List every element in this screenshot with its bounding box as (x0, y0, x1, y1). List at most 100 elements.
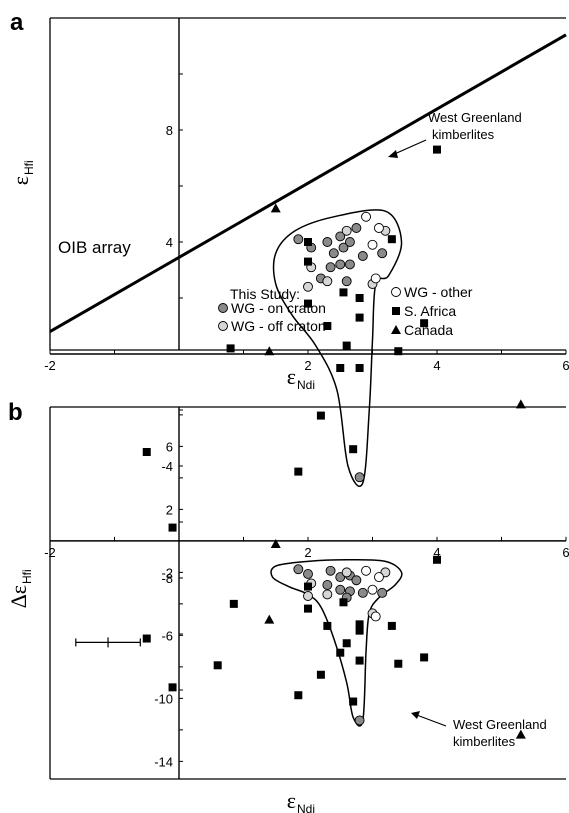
marker-wg-other (361, 211, 371, 222)
marker-canada (270, 203, 281, 213)
marker-s-africa (304, 238, 312, 246)
marker-wg-on-craton (341, 276, 352, 287)
marker-s-africa (339, 598, 348, 607)
y-tick-label: -4 (161, 459, 173, 474)
panel-letter: a (10, 9, 24, 36)
marker-s-africa (226, 344, 235, 353)
marker-s-africa (433, 555, 441, 564)
marker-wg-off-craton (218, 321, 228, 331)
marker-s-africa (387, 235, 396, 244)
marker-wg-off-craton (322, 276, 333, 287)
marker-s-africa (168, 683, 177, 692)
marker-s-africa (323, 621, 332, 630)
marker-wg-on-craton (357, 251, 368, 261)
west-greenland-field-outline (272, 209, 403, 488)
marker-wg-on-craton (338, 242, 349, 253)
x-tick-label: 4 (433, 358, 440, 373)
y-tick-label: -2 (161, 565, 173, 580)
marker-wg-off-craton (341, 567, 352, 578)
marker-s-africa (323, 322, 332, 330)
marker-wg-on-craton (377, 248, 388, 259)
marker-canada (515, 399, 526, 409)
marker-s-africa (355, 620, 364, 629)
x-axis-label: ε (287, 788, 296, 813)
marker-s-africa (142, 448, 151, 456)
marker-s-africa (339, 288, 348, 297)
marker-canada (515, 729, 526, 739)
marker-s-africa (168, 523, 177, 532)
y-tick-label: 6 (166, 439, 173, 454)
y-tick-label: -8 (161, 571, 173, 586)
marker-wg-off-craton (341, 225, 352, 236)
x-axis-label-subscript: Ndi (297, 802, 315, 813)
field-arrow (413, 713, 447, 727)
field-arrowhead (388, 150, 398, 158)
marker-wg-on-craton (351, 223, 362, 233)
legend-label: WG - off craton (231, 318, 326, 334)
x-tick-label: 6 (562, 358, 569, 373)
field-arrowhead (411, 711, 420, 719)
y-tick-label: 2 (166, 502, 173, 517)
oib-array-line (49, 33, 567, 333)
marker-wg-off-craton (303, 281, 313, 292)
marker-s-africa (213, 661, 222, 670)
marker-wg-on-craton (335, 584, 346, 595)
panel-a: a -2 2 4 6 8 4 -4 -8 OIB array West Greenland kimbe… (8, 9, 569, 691)
marker-s-africa (387, 621, 396, 630)
marker-canada (391, 325, 401, 334)
marker-s-africa (142, 634, 151, 643)
y-axis-label-subscript: Hfi (20, 569, 34, 584)
legend-label: Canada (404, 322, 453, 338)
marker-s-africa (304, 257, 312, 266)
marker-wg-on-craton (377, 587, 388, 598)
marker-s-africa (316, 411, 325, 420)
marker-s-africa (420, 653, 429, 662)
y-tick-label: -10 (154, 691, 173, 706)
marker-wg-on-craton (325, 565, 336, 576)
field-label-line2: kimberlites (432, 127, 495, 142)
marker-s-africa (433, 145, 441, 154)
marker-wg-on-craton (344, 259, 355, 270)
y-axis-label: ε (8, 176, 33, 185)
x-tick-label: 2 (304, 358, 311, 373)
marker-s-africa (342, 341, 351, 350)
marker-wg-other (361, 565, 371, 576)
marker-s-africa (349, 697, 358, 706)
marker-wg-on-craton (354, 715, 365, 726)
marker-wg-other (391, 287, 401, 297)
marker-canada (264, 346, 275, 356)
marker-wg-other (367, 239, 378, 250)
west-greenland-field-outline (270, 558, 403, 727)
marker-wg-on-craton (344, 237, 355, 247)
marker-s-africa (304, 299, 312, 308)
marker-wg-on-craton (322, 237, 333, 247)
marker-wg-other (374, 572, 384, 583)
marker-s-africa (229, 599, 238, 608)
marker-wg-on-craton (335, 231, 346, 242)
x-tick-label: 4 (433, 545, 440, 560)
field-label-line1: West Greenland (453, 717, 547, 732)
marker-wg-other (374, 223, 384, 233)
legend-label: WG - other (404, 284, 473, 300)
marker-s-africa (394, 659, 403, 668)
marker-s-africa (349, 445, 358, 454)
field-label-line1: West Greenland (428, 110, 522, 125)
marker-s-africa (355, 313, 364, 322)
x-tick-label: -2 (44, 545, 56, 560)
y-axis-label: Δε (6, 585, 31, 608)
marker-s-africa (304, 582, 312, 591)
marker-s-africa (294, 691, 303, 700)
marker-wg-on-craton (351, 575, 362, 586)
marker-wg-off-craton (303, 591, 313, 601)
marker-wg-other (370, 611, 381, 622)
marker-wg-on-craton (357, 587, 368, 598)
marker-wg-on-craton (303, 569, 313, 579)
y-axis-label-subscript: Hfi (22, 160, 36, 175)
marker-canada (270, 539, 281, 549)
marker-s-africa (355, 626, 364, 635)
marker-s-africa (355, 656, 364, 665)
marker-wg-other (370, 273, 381, 284)
